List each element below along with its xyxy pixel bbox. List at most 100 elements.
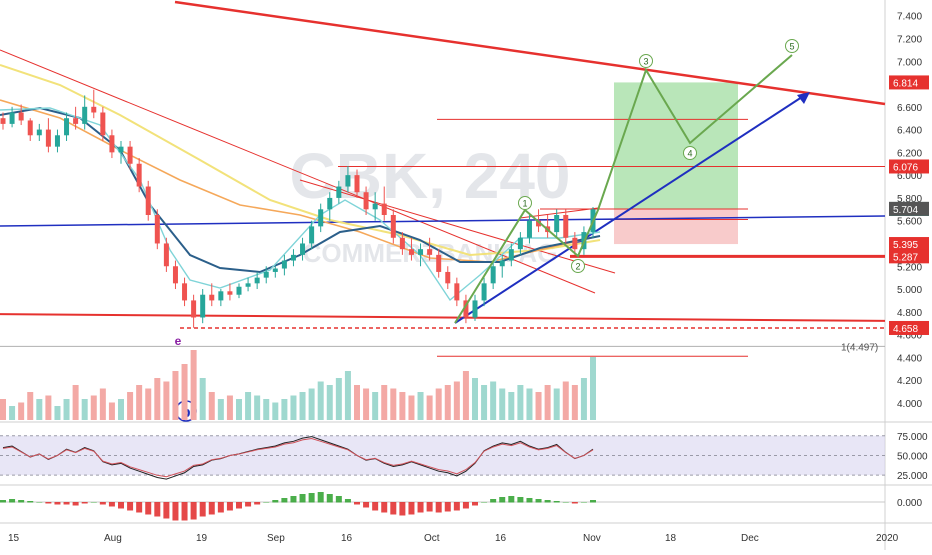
macd-bar [580,502,587,503]
volume-bar [344,371,351,420]
volume-bar [281,399,288,420]
volume-bar [490,381,497,420]
macd-bar [553,501,560,503]
macd-bar [145,502,152,515]
volume-bar [136,385,143,420]
macd-bar [90,502,97,503]
wave-label-circle [518,196,532,210]
macd-bar [335,496,342,503]
macd-bar [236,502,242,509]
macd-bar [281,498,288,503]
resistance-trendline [174,0,886,106]
macd-bar [154,502,161,517]
volume-bar [517,385,524,420]
candle-body [118,146,124,153]
volume-bar [54,406,61,420]
price-tick-label: 6.400 [897,126,922,137]
macd-bar [408,502,415,515]
candle-body [36,129,42,136]
price-tag [889,201,929,216]
time-tick-label: Nov [583,533,601,544]
wave-label: 2 [575,262,580,272]
macd-bar [254,502,261,505]
neckline [0,215,886,227]
volume-bar [226,395,233,420]
candle-body [490,266,496,284]
macd-bar [590,500,596,503]
price-tag-label: 5.287 [893,252,918,263]
volume-bar [526,388,533,420]
rsi-signal-line [2,437,594,478]
price-tag [889,237,929,252]
macd-bar [381,502,388,513]
candle-body [281,260,287,269]
rsi-tick-label: 25.000 [897,471,928,482]
volume-bar [272,402,279,420]
volume-bar [535,392,542,420]
volume-bar [590,357,596,420]
price-tick-label: 5.200 [897,262,922,273]
macd-bar [136,502,143,513]
candle-body [82,106,88,124]
candle-body [536,220,542,227]
candle-body [572,237,578,250]
support-line [0,313,886,322]
volume-bar [499,388,506,420]
macd-bar [18,500,25,503]
volume-bar [127,392,134,420]
price-tag [889,75,929,90]
macd-bar [172,502,179,521]
macd-tick-label: 0.000 [897,498,922,509]
time-tick-label: Oct [424,533,440,544]
rsi-tick-label: 75.000 [897,432,928,443]
volume-bar [208,392,215,420]
candle-body [345,175,351,187]
price-tick-label: 5.000 [897,285,922,296]
rsi-tick-label: 50.000 [897,451,928,462]
arrow-head [797,92,810,104]
candle-body [100,112,106,136]
price-tick-label: 5.600 [897,217,922,228]
volume-bar [163,381,170,420]
time-tick-label: Sep [267,533,285,544]
macd-bar [426,502,433,512]
wave-label-circle [683,146,697,160]
macd-bar [217,502,224,513]
candle-body [445,271,451,284]
volume-bar [381,385,388,420]
macd-bar [27,501,34,503]
time-tick-label: 15 [8,533,20,544]
candle-body [136,163,142,187]
volume-bar [408,395,415,420]
volume-bar [417,392,424,420]
volume-bar [217,399,224,420]
candle-body [127,146,133,164]
candle-body [254,277,260,284]
volume-bar [263,399,270,420]
macd-bar [0,500,6,503]
macd-bar [127,502,134,511]
macd-bar [526,498,533,503]
candle-body [372,203,378,210]
price-tag [889,159,929,174]
time-tick-label: 2020 [876,533,899,544]
volume-bar [399,392,406,420]
volume-bar [553,388,560,420]
candle-body [145,186,151,215]
rsi-band [0,435,885,476]
macd-bar [472,502,478,506]
volume-bar [354,385,360,420]
candle-body [27,120,33,136]
candle-body [200,294,206,318]
price-tag-label: 5.704 [893,205,918,216]
candle-body [73,118,79,124]
wave-label-circle [571,259,585,273]
macd-bar [54,502,61,505]
price-tick-label: 4.400 [897,353,922,364]
macd-bar [199,502,206,517]
macd-bar [399,502,406,516]
volume-bar [254,395,261,420]
candle-body [209,294,215,301]
candle-body [236,286,242,295]
